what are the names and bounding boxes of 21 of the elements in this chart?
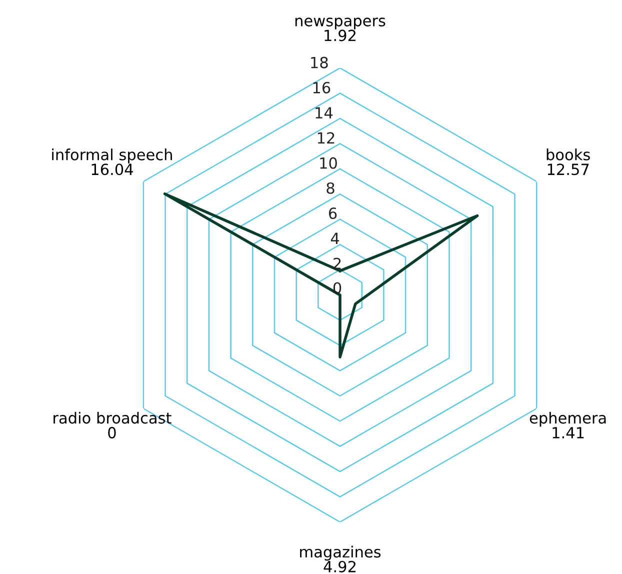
y-tick-label: 0 <box>333 282 342 294</box>
y-tick-label: 10 <box>320 157 337 169</box>
spoke-label: ephemera <box>530 412 606 427</box>
y-tick-label: 16 <box>313 82 330 94</box>
spoke-label: magazines <box>300 546 381 561</box>
y-tick-label: 12 <box>318 132 334 144</box>
text: 1.92 <box>324 30 356 42</box>
text: 0 <box>108 426 116 438</box>
spoke-label: newspapers <box>295 18 386 30</box>
y-tick-label: 14 <box>316 107 333 118</box>
text: 4.92 <box>324 560 356 572</box>
text: 16.04 <box>92 164 133 176</box>
text: 12.57 <box>548 164 589 176</box>
y-tick-label: 4 <box>330 232 340 244</box>
y-tick-label: 6 <box>328 207 337 220</box>
y-tick-label: 2 <box>334 258 341 270</box>
y-tick-label: 8 <box>326 182 334 194</box>
y-tick-label: 18 <box>311 56 328 68</box>
spoke-label: informal speech <box>52 148 172 164</box>
spoke-label: books <box>546 148 590 160</box>
text: 1.41 <box>552 427 584 438</box>
